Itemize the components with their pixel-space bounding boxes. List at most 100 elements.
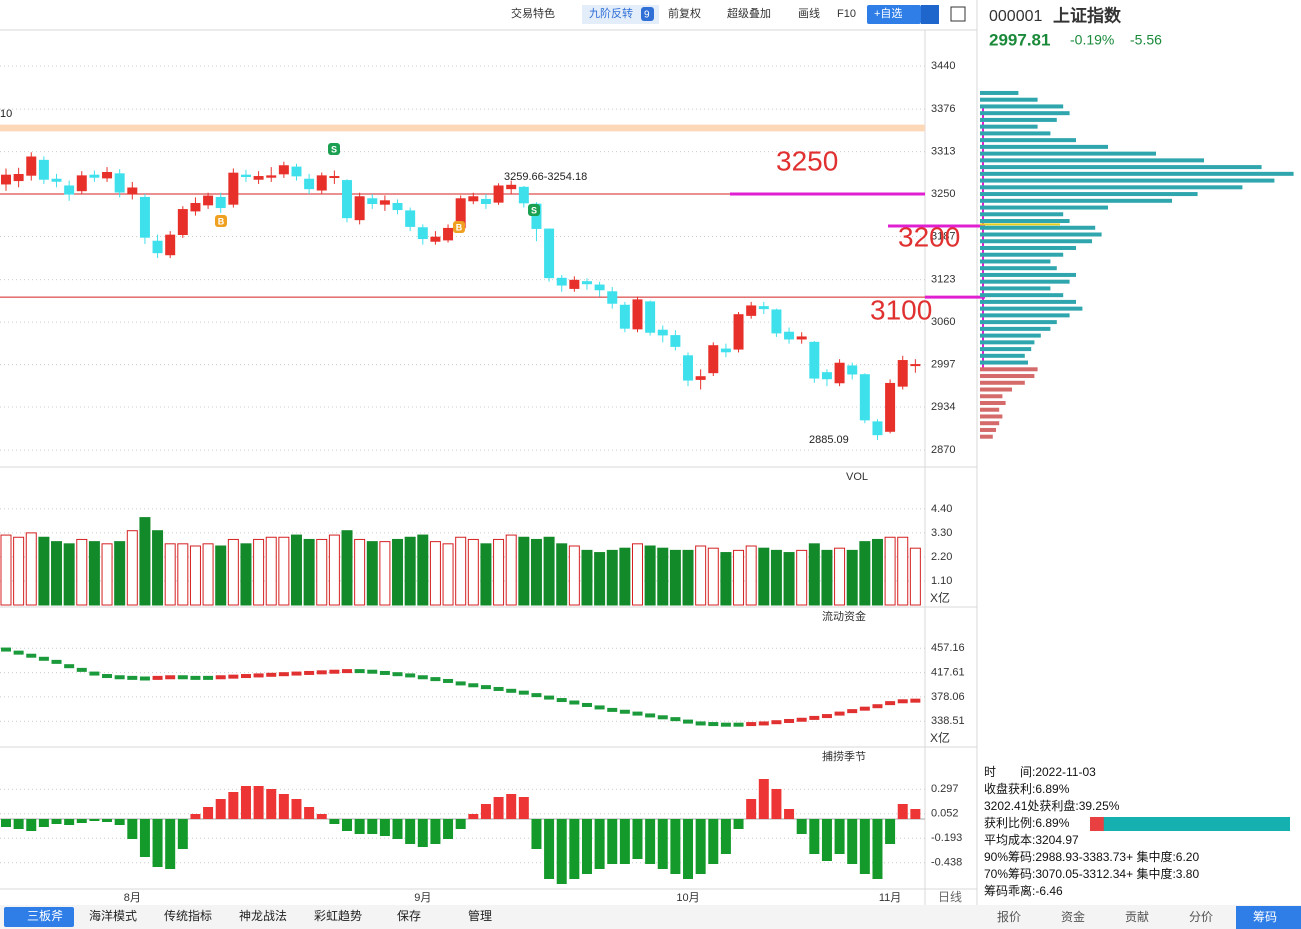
dropdown-button[interactable] [921, 5, 939, 24]
add-button[interactable] [867, 5, 921, 24]
oscillator-bar [190, 814, 201, 819]
chip-bar [980, 347, 1032, 352]
volume-bar [404, 536, 416, 606]
chip-bar [980, 104, 1064, 109]
tab[interactable]: 贡献 [1125, 909, 1149, 924]
period-label[interactable]: 日线 [938, 890, 962, 904]
candle-body [127, 187, 138, 195]
flow-mark [165, 675, 176, 680]
toolbar-item[interactable]: 九阶反转 [589, 6, 633, 20]
info-line: 70%筹码:3070.05-3312.34+ 集中度:3.80 [984, 866, 1199, 881]
chip-bar [980, 131, 1051, 136]
flow-mark [872, 704, 883, 709]
tab[interactable]: 分价 [1189, 910, 1213, 924]
flow-mark [910, 698, 921, 703]
add-label[interactable]: +自选 [874, 7, 902, 20]
candle-body [632, 299, 643, 330]
y-tick-label: -0.193 [931, 832, 962, 844]
annotation: 2885.09 [809, 434, 849, 446]
chip-bar [980, 151, 1156, 156]
oscillator-bar [708, 819, 719, 864]
candle-body [1, 174, 11, 185]
layout-icon[interactable] [950, 6, 966, 22]
info-line: 3202.41处获利盘:39.25% [984, 798, 1120, 813]
tab[interactable]: 彩虹趋势 [314, 909, 362, 923]
candle-body [102, 171, 113, 179]
flow-mark [670, 717, 681, 722]
chip-bar [980, 138, 1076, 143]
candle-body [417, 227, 428, 240]
flow-mark [417, 675, 428, 680]
candle-body [720, 348, 731, 353]
candle-body [480, 198, 491, 204]
candle-body [13, 174, 24, 182]
candle-body [177, 209, 188, 235]
candle-body [329, 176, 340, 179]
candle-body [468, 196, 479, 202]
volume-bar [821, 549, 833, 606]
candle-body [76, 175, 87, 192]
oscillator-bar [291, 799, 302, 819]
signal-label: S [331, 144, 337, 154]
oscillator-bar [114, 819, 125, 825]
tab-active [1236, 906, 1301, 929]
candle-body [556, 277, 567, 286]
candle-body [771, 309, 782, 334]
toolbar-item[interactable]: 前复权 [668, 6, 701, 20]
tab[interactable]: 报价 [997, 909, 1021, 924]
tab[interactable]: 三板斧 [27, 909, 63, 923]
annotation: 3100 [870, 294, 932, 325]
chip-bar [980, 407, 1000, 412]
oscillator-bar [215, 799, 226, 819]
oscillator-bar [859, 819, 870, 874]
flow-mark [518, 690, 529, 695]
annotation: 10 [0, 108, 12, 120]
flow-mark [708, 722, 719, 727]
tab[interactable]: 传统指标 [164, 908, 212, 923]
volume-bar [126, 530, 138, 606]
flow-mark [821, 714, 832, 719]
oscillator-bar [152, 819, 163, 867]
flow-mark [594, 705, 605, 710]
toolbar-item[interactable]: 交易特色 [511, 6, 555, 20]
tab[interactable]: 管理 [468, 908, 492, 923]
volume-bar [720, 552, 732, 606]
volume-bar [114, 541, 126, 606]
profit-bar-rest [1090, 817, 1290, 831]
candle-body [51, 178, 62, 182]
volume-bar [606, 549, 618, 606]
toolbar-highlight [582, 5, 659, 24]
tab[interactable]: 保存 [397, 909, 421, 923]
oscillator-bar [240, 786, 251, 819]
tab[interactable]: 海洋模式 [89, 908, 137, 923]
flow-mark [354, 669, 365, 674]
candle-body [758, 306, 769, 310]
oscillator-bar [354, 819, 365, 834]
flow-mark [102, 674, 113, 679]
info-line: 平均成本:3204.97 [984, 833, 1079, 847]
flow-mark [278, 672, 289, 677]
oscillator-bar [619, 819, 630, 864]
chip-bar [980, 427, 996, 432]
tab[interactable]: 筹码 [1253, 910, 1277, 924]
toolbar-item[interactable]: 超级叠加 [727, 6, 771, 20]
signal-label: S [531, 205, 537, 215]
volume-bar [467, 538, 479, 606]
oscillator-bar [834, 819, 845, 854]
flow-mark [13, 650, 24, 655]
flow-mark [632, 711, 643, 716]
chip-bar [980, 232, 1102, 237]
tab[interactable]: 神龙战法 [239, 909, 287, 923]
chip-bar [980, 178, 1275, 183]
candle-body [733, 314, 744, 350]
toolbar-item[interactable]: 画线 [798, 6, 820, 20]
tab[interactable]: 资金 [1061, 909, 1085, 924]
volume-bar [682, 549, 694, 606]
toolbar-item[interactable]: F10 [837, 8, 856, 20]
oscillator-bar [544, 819, 555, 879]
volume-bar [707, 547, 719, 606]
volume-bar [859, 541, 871, 606]
x-tick-label: 9月 [414, 892, 431, 904]
flow-mark [506, 688, 517, 693]
